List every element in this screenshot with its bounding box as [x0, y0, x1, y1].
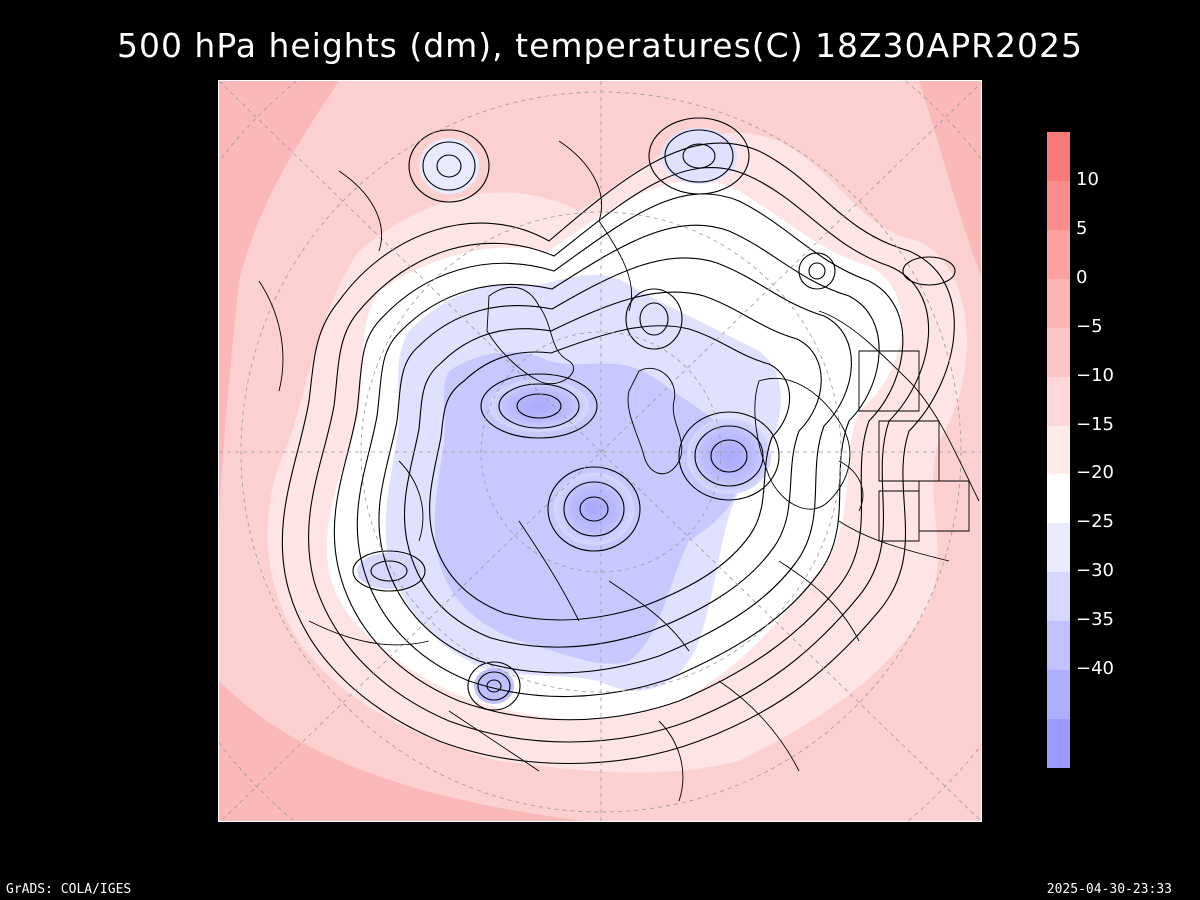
colorbar-segment — [1047, 180, 1070, 231]
cold-core-med — [419, 138, 479, 194]
colorbar-segment — [1047, 719, 1070, 769]
colorbar-label: −15 — [1076, 413, 1114, 435]
colorbar-segment — [1047, 670, 1070, 720]
colorbar-segment — [1047, 278, 1070, 329]
colorbar-label: −35 — [1076, 609, 1114, 631]
warm-band-bottom — [219, 681, 584, 821]
colorbar-label: 5 — [1076, 217, 1088, 239]
chart-title: 500 hPa heights (dm), temperatures(C) 18… — [116, 26, 1084, 65]
colorbar-label: 0 — [1076, 266, 1088, 288]
colorbar-segment — [1047, 376, 1070, 427]
coastlines — [258, 140, 980, 802]
colorbar-segment — [1047, 474, 1070, 524]
warm-band-outer — [219, 81, 339, 541]
cold-core-arctic — [687, 418, 771, 494]
colorbar-label: −30 — [1076, 560, 1114, 582]
colorbar-label: −10 — [1076, 364, 1114, 386]
colorbar-label: −25 — [1076, 511, 1114, 533]
cold-core-siberia — [554, 473, 634, 545]
colorbar-segment — [1047, 523, 1070, 573]
map-canvas — [219, 81, 981, 821]
cold-core-europe — [489, 380, 589, 432]
colorbar-label: −5 — [1076, 315, 1103, 337]
polar-map — [218, 80, 982, 822]
colorbar-segment — [1047, 572, 1070, 622]
colorbar-label: −40 — [1076, 658, 1114, 680]
footer-credit: GrADS: COLA/IGES — [6, 882, 132, 897]
colorbar-label: −20 — [1076, 462, 1114, 484]
warm-band-right — [919, 81, 981, 276]
colorbar-segment — [1047, 327, 1070, 378]
cold-core-atlantic — [661, 128, 737, 184]
colorbar-segment — [1047, 229, 1070, 280]
colorbar-segment — [1047, 132, 1070, 182]
colorbar-label: 10 — [1076, 168, 1099, 190]
height-contours — [281, 117, 956, 764]
colorbar-segment — [1047, 425, 1070, 475]
colorbar-segment — [1047, 621, 1070, 671]
footer-timestamp: 2025-04-30-23:33 — [1046, 882, 1172, 897]
cold-core-pacific — [474, 668, 514, 704]
